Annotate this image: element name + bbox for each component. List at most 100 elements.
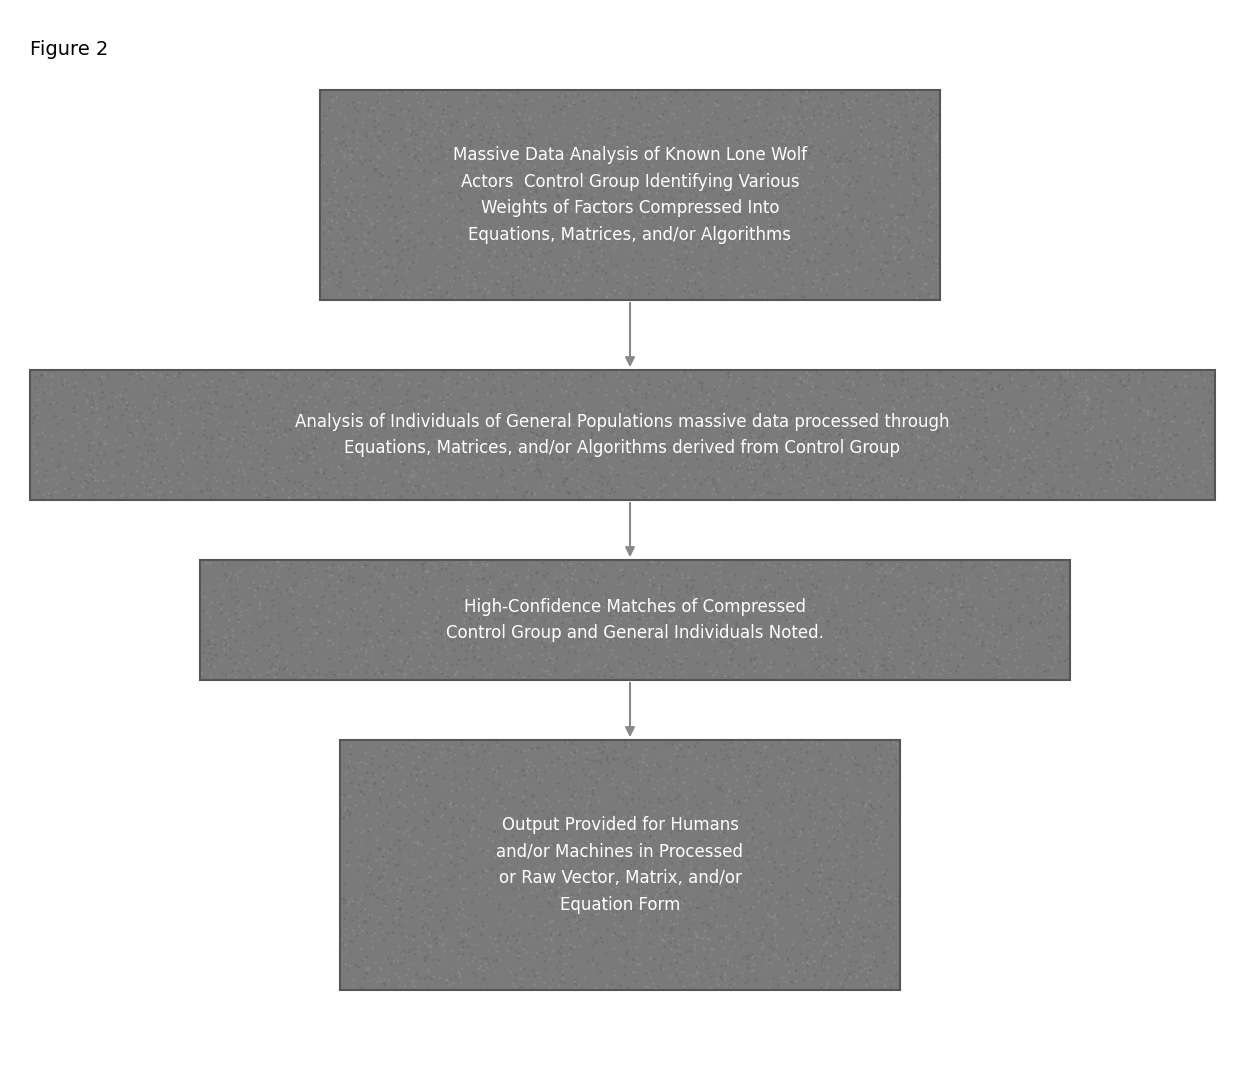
- Point: [634, 651, 653, 668]
- Point: [722, 889, 742, 906]
- Point: [433, 937, 453, 954]
- Point: [414, 561, 434, 578]
- Point: [822, 183, 842, 201]
- Point: [1025, 455, 1045, 473]
- Point: [278, 627, 298, 644]
- Point: [512, 620, 532, 638]
- Point: [770, 486, 790, 503]
- Point: [594, 897, 614, 914]
- Point: [527, 563, 547, 581]
- Point: [126, 380, 146, 397]
- Point: [790, 801, 810, 818]
- Point: [157, 473, 177, 490]
- Point: [347, 927, 367, 944]
- Point: [877, 181, 897, 199]
- Point: [259, 667, 279, 684]
- Point: [531, 439, 551, 456]
- Point: [591, 625, 611, 642]
- Point: [351, 890, 371, 907]
- Point: [316, 125, 336, 142]
- Point: [479, 561, 498, 578]
- Point: [733, 943, 753, 960]
- Point: [372, 891, 392, 909]
- Point: [642, 602, 662, 619]
- Point: [100, 484, 120, 502]
- Point: [78, 474, 98, 491]
- Point: [914, 655, 934, 672]
- Point: [758, 658, 777, 675]
- Point: [388, 933, 408, 951]
- Point: [844, 866, 864, 884]
- Point: [846, 654, 866, 671]
- Point: [582, 875, 601, 892]
- Point: [925, 160, 945, 177]
- Point: [880, 154, 900, 172]
- Point: [408, 835, 428, 852]
- Point: [639, 370, 658, 387]
- Point: [25, 409, 45, 426]
- Point: [365, 188, 384, 205]
- Point: [957, 384, 977, 401]
- Point: [1008, 380, 1028, 397]
- Point: [746, 604, 766, 622]
- Point: [888, 125, 908, 142]
- Point: [475, 189, 495, 206]
- Point: [474, 287, 494, 304]
- Point: [1034, 656, 1054, 673]
- Point: [879, 113, 899, 131]
- Point: [804, 641, 823, 658]
- Point: [872, 631, 892, 648]
- Point: [503, 367, 523, 384]
- Point: [435, 950, 455, 967]
- Point: [771, 875, 791, 892]
- Point: [805, 182, 825, 200]
- Point: [467, 155, 487, 173]
- Point: [697, 113, 717, 131]
- Point: [436, 486, 456, 503]
- Point: [433, 756, 453, 774]
- Point: [977, 455, 997, 473]
- Point: [806, 386, 826, 404]
- Point: [777, 125, 797, 142]
- Point: [666, 575, 686, 592]
- Point: [427, 642, 446, 659]
- Point: [636, 122, 656, 139]
- Point: [413, 903, 433, 920]
- Point: [925, 422, 945, 439]
- Point: [1032, 475, 1052, 492]
- Point: [640, 476, 660, 493]
- Point: [1172, 377, 1192, 394]
- Point: [454, 373, 474, 391]
- Point: [583, 952, 603, 969]
- Point: [451, 941, 471, 958]
- Point: [374, 243, 394, 260]
- Point: [806, 139, 826, 156]
- Point: [501, 597, 521, 614]
- Point: [460, 818, 480, 835]
- Point: [339, 447, 358, 464]
- Point: [567, 912, 587, 929]
- Point: [975, 450, 994, 467]
- Point: [1163, 413, 1183, 431]
- Point: [934, 487, 954, 504]
- Point: [122, 365, 141, 382]
- Point: [634, 488, 653, 505]
- Point: [717, 832, 737, 849]
- Point: [720, 169, 740, 187]
- Point: [815, 397, 835, 414]
- Point: [450, 177, 470, 194]
- Point: [983, 562, 1003, 579]
- Point: [775, 823, 795, 841]
- Point: [1126, 439, 1146, 456]
- Point: [538, 109, 558, 126]
- Point: [651, 901, 671, 918]
- Point: [378, 476, 398, 493]
- Point: [331, 431, 351, 448]
- Point: [988, 394, 1008, 411]
- Point: [818, 852, 838, 870]
- Point: [1138, 432, 1158, 449]
- Point: [453, 440, 472, 457]
- Point: [343, 273, 363, 290]
- Point: [797, 83, 817, 100]
- Point: [671, 942, 691, 959]
